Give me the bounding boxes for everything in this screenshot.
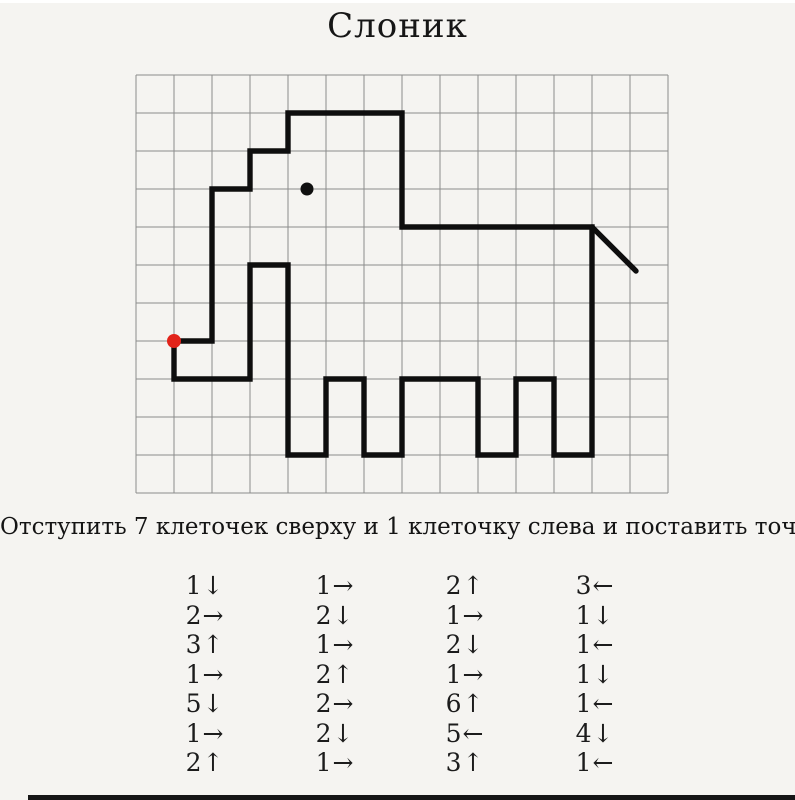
page-title: Слоник [327, 6, 468, 46]
step-cell: 3↑ [185, 630, 225, 659]
step-cell: 1→ [445, 659, 485, 689]
step-cell: 2↓ [315, 718, 355, 748]
step-cell: 3← [575, 571, 615, 600]
step-cell: 2↑ [315, 659, 355, 689]
step-cell: 2→ [315, 689, 355, 718]
grid-figure-svg [135, 74, 669, 494]
step-cell: 2↑ [445, 571, 485, 600]
step-cell: 1→ [315, 630, 355, 659]
step-cell: 2↑ [185, 748, 225, 777]
eye-dot [300, 182, 314, 196]
step-cell: 1→ [315, 748, 355, 777]
dictation-steps-table: 1↓ 1→ 2↑ 3← 2→ 2↓ 1→ 1↓ 3↑ 1→ 2↓ 1← 1→ 2↑ 1→ 1↓ 5↓ 2→ 6↑ 1←… [140, 571, 660, 778]
step-cell: 2→ [185, 600, 225, 630]
step-cell: 2↓ [445, 630, 485, 659]
step-cell: 1→ [185, 718, 225, 748]
instruction-text: Отступить 7 клеточек сверху и 1 клеточку… [0, 514, 795, 540]
step-cell: 1→ [445, 600, 485, 630]
step-cell: 1↓ [575, 659, 615, 689]
start-dot [167, 334, 181, 348]
elephant-path [171, 110, 595, 458]
scan-edge-artifact [28, 795, 795, 800]
step-cell: 5← [445, 718, 485, 748]
step-cell: 3↑ [445, 748, 485, 777]
scan-top-strip [0, 0, 795, 3]
step-cell: 2↓ [315, 600, 355, 630]
step-cell: 6↑ [445, 689, 485, 718]
step-cell: 5↓ [185, 689, 225, 718]
step-cell: 1← [575, 689, 615, 718]
step-cell: 1→ [185, 659, 225, 689]
step-cell: 1→ [315, 571, 355, 600]
step-cell: 1← [575, 748, 615, 777]
step-cell: 1↓ [185, 571, 225, 600]
step-cell: 1↓ [575, 600, 615, 630]
tail-line [589, 224, 639, 274]
step-cell: 4↓ [575, 718, 615, 748]
step-cell: 1← [575, 630, 615, 659]
